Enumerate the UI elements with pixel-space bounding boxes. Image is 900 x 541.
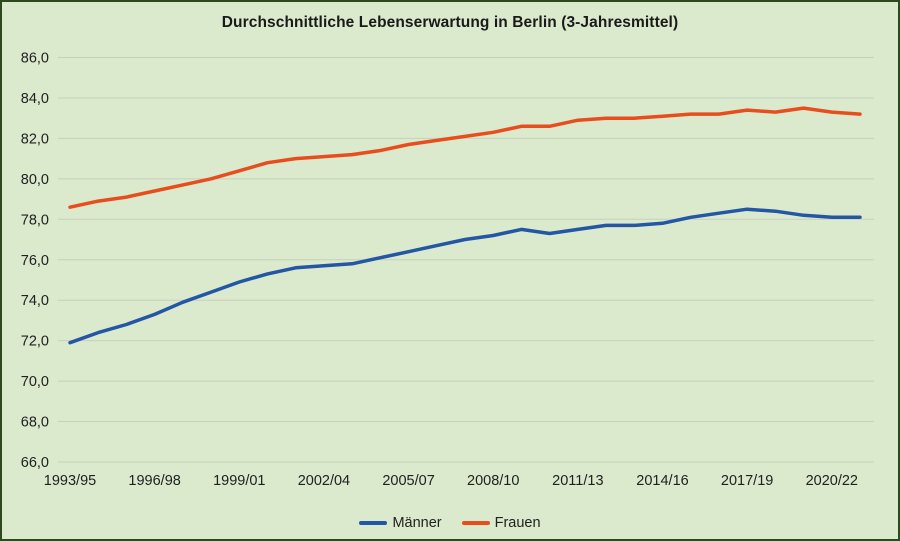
y-tick-label: 66,0 [21,455,49,471]
y-tick-label: 86,0 [21,51,49,67]
y-tick-label: 82,0 [21,131,49,147]
x-tick-label: 1999/01 [213,473,265,489]
legend-item-frauen[interactable]: Frauen [461,515,541,531]
legend-item-maenner[interactable]: Männer [359,515,442,531]
x-tick-label: 1996/98 [128,473,180,489]
y-tick-label: 68,0 [21,415,49,431]
series-group [68,106,862,345]
y-tick-label: 78,0 [21,212,49,228]
legend-swatch-maenner [359,521,388,525]
x-tick-label: 2011/13 [552,473,603,489]
y-tick-label: 72,0 [21,334,49,350]
y-axis-labels-group: 66,0 68,0 70,0 72,0 74,0 76,0 78,0 80,0 82,0 84,0… [21,51,49,472]
x-tick-label: 2020/22 [806,473,858,489]
y-tick-label: 80,0 [21,172,49,188]
x-tick-label: 1993/95 [44,473,96,489]
x-tick-label: 2002/04 [298,473,350,489]
y-tick-label: 84,0 [21,91,49,107]
series-line-maenner [68,207,862,345]
y-tick-label: 70,0 [21,374,49,390]
x-axis-labels-group: 1993/95 1996/98 1999/01 2002/04 2005/07 2008/… [44,473,858,489]
x-tick-label: 2014/16 [636,473,688,489]
x-tick-label: 2008/10 [467,473,519,489]
gridlines-group [58,57,874,463]
legend-label-frauen: Frauen [494,515,541,531]
chart-title: Durchschnittliche Lebenserwartung in Ber… [221,14,679,31]
legend-label-maenner: Männer [392,515,442,531]
y-tick-label: 74,0 [21,293,49,309]
chart-legend: Männer Frauen [2,515,898,531]
legend-swatch-frauen [461,521,490,525]
y-tick-label: 76,0 [21,253,49,269]
x-tick-label: 2005/07 [382,473,434,489]
x-tick-label: 2017/19 [721,473,773,489]
series-line-frauen [68,106,862,209]
